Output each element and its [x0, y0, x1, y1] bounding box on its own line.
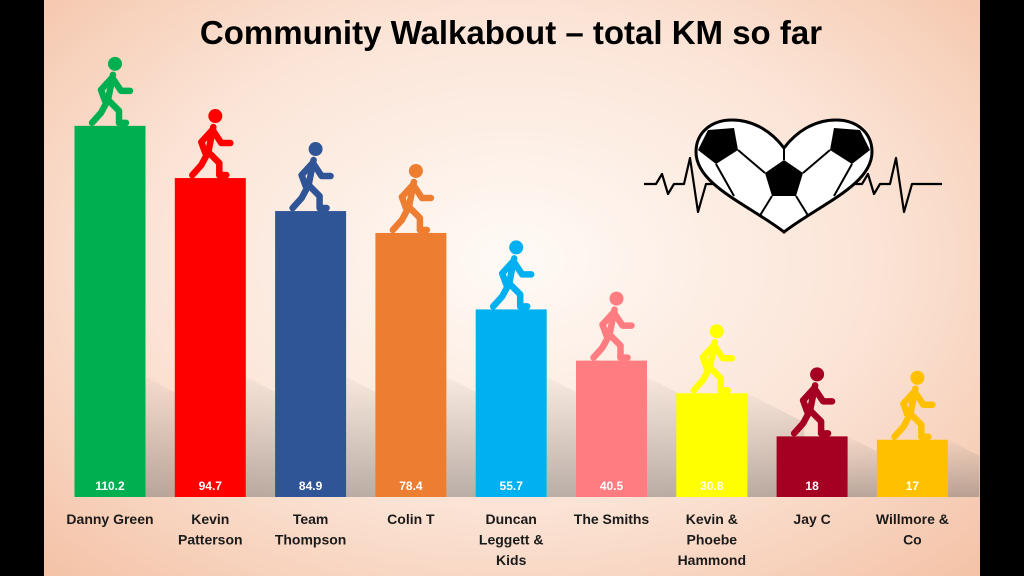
walking-person-icon — [389, 163, 435, 234]
value-label: 78.4 — [399, 479, 423, 493]
value-label: 17 — [906, 479, 920, 493]
bar — [375, 232, 447, 498]
walking-person-icon — [590, 291, 635, 361]
walking-person-icon — [88, 56, 134, 127]
category-label: Kevin Patterson — [178, 511, 243, 548]
value-label: 84.9 — [299, 479, 323, 493]
bar-shadows — [145, 377, 980, 497]
value-label: 30.8 — [700, 479, 724, 493]
category-label: The Smiths — [574, 511, 650, 527]
bar — [475, 309, 547, 497]
bar — [174, 178, 246, 497]
bar — [275, 211, 347, 497]
chart: Community Walkabout – total KM so far 11… — [66, 14, 980, 568]
bar — [776, 436, 848, 497]
bar — [676, 393, 748, 497]
category-label: Colin T — [387, 511, 435, 527]
walking-person-icon — [489, 240, 535, 310]
category-label: Willmore & Co — [876, 511, 949, 548]
value-label: 40.5 — [600, 479, 624, 493]
walking-person-icon — [790, 367, 836, 437]
walking-person-icon — [289, 142, 334, 212]
walking-person-icon — [189, 109, 234, 179]
bar — [576, 360, 647, 497]
slide: Community Walkabout – total KM so far 11… — [44, 0, 980, 576]
bars — [74, 125, 948, 498]
category-label: Danny Green — [66, 511, 153, 527]
bar-shadow — [847, 436, 881, 497]
walking-person-icon — [891, 370, 936, 440]
value-label: 18 — [805, 479, 819, 493]
value-label: 110.2 — [95, 479, 125, 493]
category-label: Kevin & Phoebe Hammond — [678, 511, 746, 568]
chart-title: Community Walkabout – total KM so far — [200, 14, 822, 51]
bar — [74, 125, 146, 497]
category-labels: Danny Green Kevin Patterson Team Thompson Col… — [66, 511, 948, 568]
bar-shadow — [947, 439, 980, 497]
category-label: Team Thompson — [275, 511, 347, 548]
category-label: Jay C — [793, 511, 830, 527]
walking-person-icon — [690, 324, 736, 394]
bar — [876, 439, 948, 497]
value-label: 94.7 — [199, 479, 223, 493]
value-labels: 110.2 94.7 84.9 78.4 55.7 40.5 30.8 18 17 — [95, 479, 919, 493]
walking-figures — [88, 56, 936, 440]
category-label: Duncan Leggett & Kids — [479, 511, 544, 568]
heartbeat-football-heart-icon — [644, 118, 942, 234]
value-label: 55.7 — [500, 479, 524, 493]
